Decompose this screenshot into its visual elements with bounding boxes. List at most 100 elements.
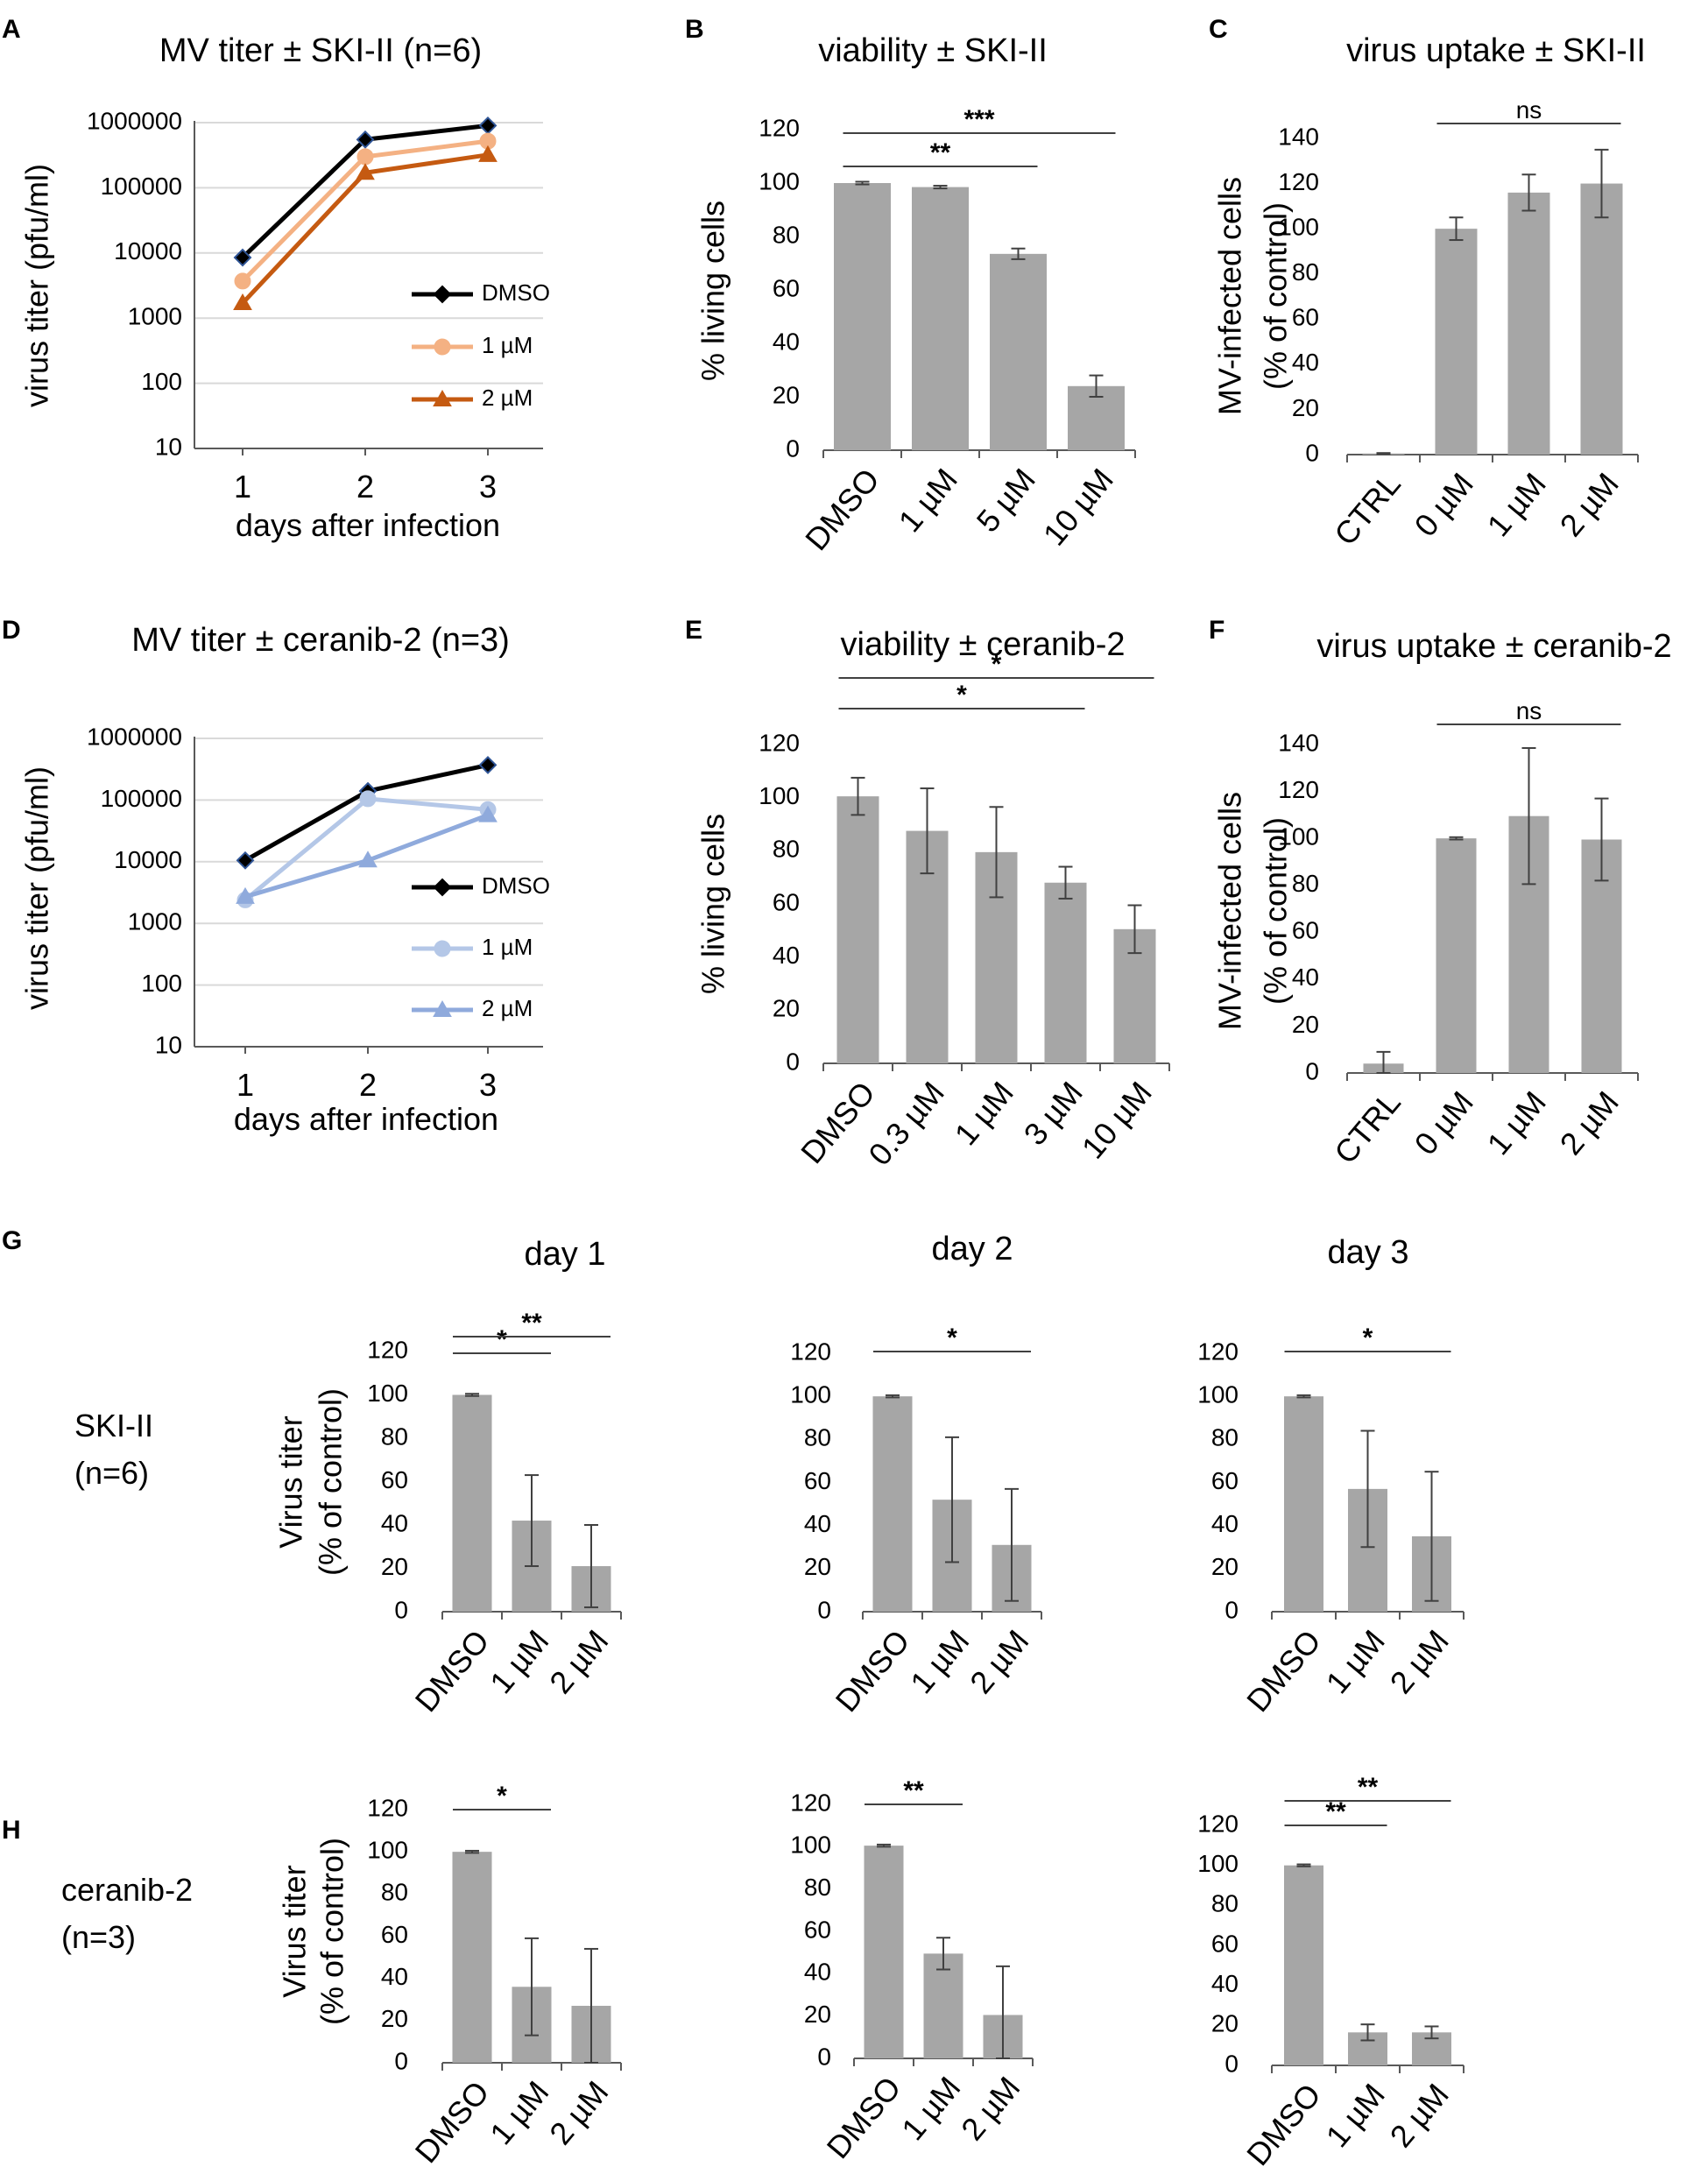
row-label-ceranib: ceranib-2 [61, 1872, 193, 1908]
significance-label: ** [930, 138, 951, 167]
x-category-label: CTRL [1327, 1084, 1408, 1170]
y-tick-label: 0 [786, 1048, 800, 1075]
y-tick-label: 100 [1278, 823, 1319, 851]
x-category-label: 2 µM [1553, 466, 1626, 543]
y-tick-label: 20 [381, 2005, 408, 2032]
x-category-label: DMSO [1239, 2077, 1328, 2172]
legend-marker [433, 285, 452, 304]
y-tick-label: 120 [367, 1336, 408, 1363]
y-tick-label: 20 [381, 1553, 408, 1580]
significance-label: * [992, 650, 1002, 679]
significance-label: ** [903, 1776, 924, 1805]
y-tick-label: 40 [773, 328, 800, 355]
y-tick-label: 100 [367, 1837, 408, 1864]
legend-label: 2 µM [482, 385, 533, 411]
y-tick-label: 0 [394, 1596, 408, 1623]
y-tick-label: 60 [381, 1466, 408, 1493]
y-tick-label: 40 [804, 1959, 831, 1986]
significance-label: *** [963, 105, 994, 134]
y-tick-label: 100 [790, 1381, 831, 1408]
y-tick-label: 20 [1292, 394, 1319, 421]
y-tick-label: 60 [1211, 1467, 1239, 1494]
data-point [356, 148, 374, 166]
y-tick-label: 0 [1225, 2050, 1239, 2077]
y-tick-label: 120 [790, 1789, 831, 1816]
panel-letter: G [2, 1226, 22, 1255]
y-tick-label: 100 [759, 782, 800, 809]
y-tick-label: 60 [773, 888, 800, 915]
y-tick-label: 80 [1292, 870, 1319, 897]
data-point [233, 293, 252, 311]
y-tick-label: 10000 [114, 237, 182, 265]
y-tick-label: 120 [367, 1794, 408, 1821]
y-axis-label: MV-infected cells [1211, 792, 1247, 1030]
x-category-label: 0.3 µM [861, 1075, 951, 1172]
y-tick-label: 100 [1197, 1850, 1239, 1877]
x-category-label: 1 µM [1480, 1084, 1553, 1161]
panel-letter: C [1209, 15, 1228, 44]
x-tick-label: 2 [359, 1067, 377, 1103]
y-tick-label: 20 [804, 1553, 831, 1580]
legend-marker [433, 389, 452, 406]
x-category-label: 1 µM [903, 1623, 976, 1700]
bar-DMSO [1284, 1396, 1323, 1612]
y-axis-label: Virus titer [276, 1865, 312, 1997]
y-tick-label: 0 [1305, 439, 1319, 466]
x-category-label: 1 µM [483, 2074, 555, 2151]
panel-letter: E [685, 616, 702, 645]
y-tick-label: 20 [1292, 1011, 1319, 1038]
y-tick-label: 1000000 [87, 107, 182, 134]
y-tick-label: 120 [1278, 168, 1319, 195]
y-axis-label: (% of control) [312, 1388, 348, 1576]
y-tick-label: 40 [773, 942, 800, 969]
bar-1 µM [912, 187, 969, 450]
x-category-label: DMSO [1239, 1623, 1328, 1719]
chart-F: 0 20 40 60 80 100 120 140 CTRL 0 µM 1 µM 2 µM ns viru… [1211, 628, 1671, 1170]
panel-letter: H [2, 1816, 21, 1845]
x-category-label: 2 µM [542, 1623, 615, 1700]
x-category-label: DMSO [829, 1623, 917, 1719]
panel-letter: F [1209, 616, 1225, 645]
significance-label: ** [521, 1309, 542, 1338]
data-point [236, 886, 255, 904]
data-point [358, 851, 378, 868]
x-category-label: 10 µM [1036, 462, 1120, 553]
data-point [478, 755, 498, 774]
bar-2 µM [1580, 183, 1623, 455]
y-tick-label: 120 [759, 729, 800, 756]
x-category-label: 2 µM [963, 1623, 1035, 1700]
significance-label: * [497, 1325, 507, 1354]
y-tick-label: 100 [759, 167, 800, 194]
y-tick-label: 120 [790, 1338, 831, 1365]
x-category-label: 2 µM [1383, 2077, 1456, 2154]
row-label-ceranib-n: (n=3) [61, 1919, 136, 1955]
bar-0 µM [1436, 838, 1477, 1073]
legend-label: DMSO [482, 279, 550, 306]
y-tick-label: 20 [1211, 2010, 1239, 2037]
significance-label: ns [1516, 96, 1542, 124]
y-tick-label: 100000 [101, 785, 182, 812]
y-tick-label: 20 [773, 995, 800, 1022]
panel-letter: A [2, 15, 21, 44]
x-axis-label: days after infection [236, 507, 500, 543]
x-tick-label: 2 [356, 469, 374, 505]
significance-label: ** [1358, 1773, 1379, 1802]
x-category-label: 5 µM [970, 462, 1042, 539]
row-label-ski: SKI-II [74, 1408, 153, 1443]
x-axis-label: days after infection [234, 1101, 498, 1137]
legend-marker [433, 878, 452, 897]
chart-title: MV titer ± ceranib-2 (n=3) [131, 622, 510, 659]
y-tick-label: 40 [804, 1510, 831, 1537]
y-tick-label: 100 [790, 1832, 831, 1859]
x-category-label: CTRL [1327, 466, 1408, 552]
legend-marker [434, 338, 451, 356]
bar-0 µM [1435, 229, 1478, 455]
x-tick-label: 3 [479, 1067, 497, 1103]
y-tick-label: 120 [1197, 1810, 1239, 1837]
y-tick-label: 120 [1197, 1338, 1239, 1365]
y-tick-label: 80 [1211, 1424, 1239, 1451]
